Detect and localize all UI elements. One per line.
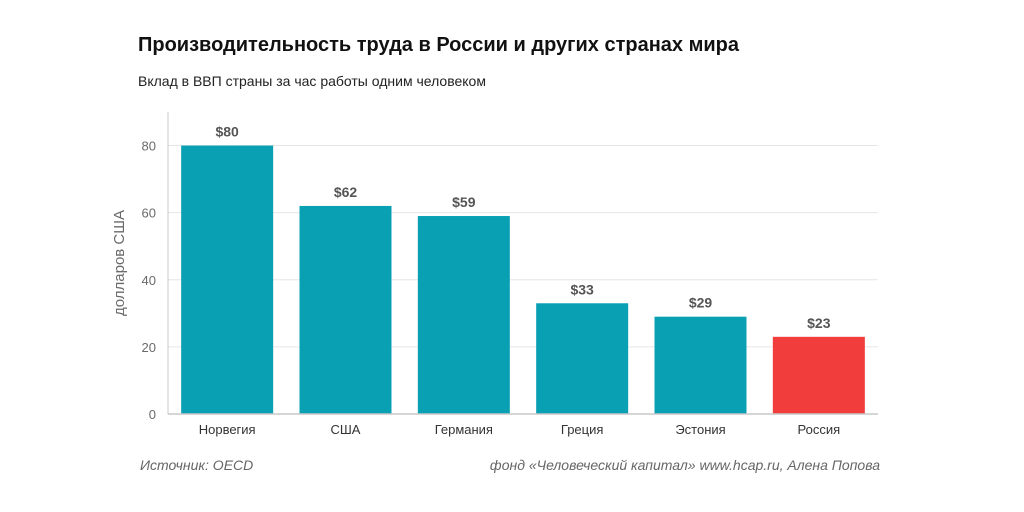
bar-2	[299, 205, 392, 414]
y-tick-label: 80	[142, 139, 156, 154]
value-label: $62	[334, 184, 358, 200]
x-tick-label: Германия	[435, 422, 493, 437]
bar-3	[417, 216, 510, 414]
y-tick-label: 60	[142, 206, 156, 221]
bar-1	[181, 145, 274, 415]
y-tick-label: 40	[142, 273, 156, 288]
credit-note: фонд «Человеческий капитал» www.hcap.ru,…	[489, 457, 880, 473]
source-note: Источник: OECD	[140, 457, 254, 473]
bar-6	[772, 336, 865, 414]
value-label: $33	[570, 281, 594, 297]
chart-subtitle: Вклад в ВВП страны за час работы одним ч…	[138, 73, 486, 89]
value-label: $80	[215, 124, 239, 140]
y-axis-title: долларов США	[111, 210, 128, 316]
y-tick-label: 0	[149, 407, 156, 422]
value-label: $23	[807, 315, 831, 331]
y-tick-label: 20	[142, 340, 156, 355]
x-tick-label: Норвегия	[199, 422, 256, 437]
x-tick-label: Греция	[561, 422, 604, 437]
chart-title: Производительность труда в России и друг…	[138, 34, 740, 56]
x-tick-label: Россия	[798, 422, 841, 437]
bar-5	[654, 316, 747, 414]
value-label: $29	[689, 295, 713, 311]
bar-4	[536, 303, 629, 414]
value-label: $59	[452, 194, 476, 210]
x-tick-label: США	[331, 422, 361, 437]
x-tick-label: Эстония	[675, 422, 725, 437]
